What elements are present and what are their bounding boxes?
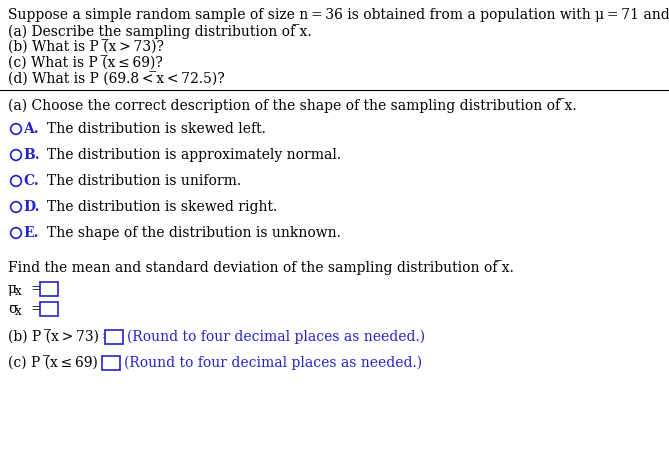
Text: D.: D. (23, 200, 39, 214)
Text: Suppose a simple random sample of size n = 36 is obtained from a population with: Suppose a simple random sample of size n… (8, 8, 669, 22)
Text: =: = (30, 282, 41, 296)
Text: A.: A. (23, 122, 39, 136)
Text: B.: B. (23, 148, 39, 162)
Text: (Round to four decimal places as needed.): (Round to four decimal places as needed.… (127, 330, 425, 345)
Text: (b) P (̅x > 73) =: (b) P (̅x > 73) = (8, 330, 113, 344)
Text: =: = (30, 302, 41, 316)
FancyBboxPatch shape (40, 282, 58, 296)
Text: (b) What is P (̅x > 73)?: (b) What is P (̅x > 73)? (8, 40, 164, 54)
Text: The distribution is approximately normal.: The distribution is approximately normal… (47, 148, 341, 162)
FancyBboxPatch shape (40, 302, 58, 316)
FancyBboxPatch shape (105, 330, 123, 344)
Text: E.: E. (23, 226, 39, 240)
Text: (c) What is P (̅x ≤ 69)?: (c) What is P (̅x ≤ 69)? (8, 56, 163, 70)
Text: The shape of the distribution is unknown.: The shape of the distribution is unknown… (47, 226, 341, 240)
Text: C.: C. (23, 174, 39, 188)
Text: ̅x: ̅x (16, 305, 23, 318)
Text: (c) P (̅x ≤ 69) =: (c) P (̅x ≤ 69) = (8, 356, 112, 370)
Text: σ: σ (8, 302, 17, 316)
Text: The distribution is skewed left.: The distribution is skewed left. (47, 122, 266, 136)
Text: (a) Describe the sampling distribution of ̅x.: (a) Describe the sampling distribution o… (8, 24, 312, 39)
Text: (d) What is P (69.8 < ̅x < 72.5)?: (d) What is P (69.8 < ̅x < 72.5)? (8, 72, 225, 86)
Text: (a) Choose the correct description of the shape of the sampling distribution of : (a) Choose the correct description of th… (8, 98, 577, 113)
Text: (Round to four decimal places as needed.): (Round to four decimal places as needed.… (124, 356, 422, 370)
Text: The distribution is uniform.: The distribution is uniform. (47, 174, 241, 188)
Text: Find the mean and standard deviation of the sampling distribution of ̅x.: Find the mean and standard deviation of … (8, 260, 514, 275)
Text: The distribution is skewed right.: The distribution is skewed right. (47, 200, 277, 214)
FancyBboxPatch shape (102, 356, 120, 370)
Text: μ: μ (8, 282, 17, 296)
Text: ̅x: ̅x (16, 285, 23, 298)
